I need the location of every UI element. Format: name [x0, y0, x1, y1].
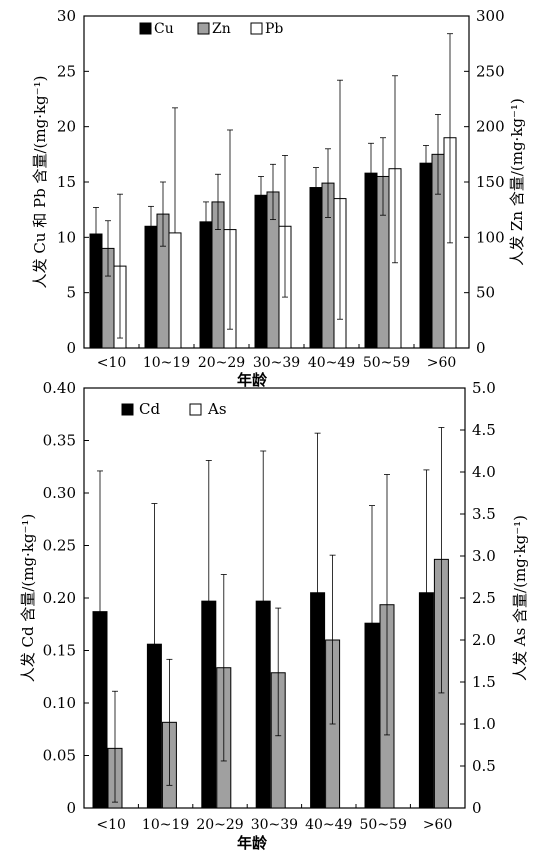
x-tick-label: 20~29	[196, 817, 243, 833]
legend-swatch-zn	[197, 22, 210, 35]
y-tick-label-left: 30	[57, 7, 76, 25]
y-tick-label-right: 250	[476, 62, 505, 80]
legend-label-as: As	[207, 400, 227, 418]
x-tick-label: 10~19	[142, 817, 189, 833]
y-tick-label-right: 3.5	[472, 505, 496, 523]
x-tick-label: 40~49	[305, 817, 352, 833]
bottom-y-axis-label-right: 人发 As 含量/(mg·kg⁻¹)	[511, 515, 529, 681]
top-legend: Cu Zn Pb	[139, 21, 283, 37]
y-tick-label-right: 0	[472, 799, 482, 817]
y-tick-label-left: 0.10	[43, 694, 76, 712]
y-tick-label-right: 1.0	[472, 715, 496, 733]
x-tick-label: >60	[423, 817, 453, 833]
x-tick-label: 50~59	[360, 817, 407, 833]
x-tick-label: 50~59	[363, 355, 410, 371]
bar-cu	[309, 187, 323, 349]
legend-label-cd: Cd	[139, 400, 160, 418]
x-tick-label: 30~39	[251, 817, 298, 833]
legend-label-pb: Pb	[265, 21, 283, 37]
x-tick-label: <10	[97, 355, 127, 371]
legend-label-cu: Cu	[154, 21, 174, 37]
x-tick-label: >60	[427, 355, 457, 371]
bar-cu	[89, 233, 103, 349]
y-tick-label-right: 100	[476, 228, 505, 246]
bottom-y-axis-label-left: 人发 Cd 含量/(mg·kg⁻¹)	[19, 514, 37, 683]
y-tick-label-left: 0.40	[43, 379, 76, 397]
y-tick-label-right: 300	[476, 7, 505, 25]
y-tick-label-right: 0	[476, 339, 486, 357]
bottom-chart: 0 0.05 0.10 0.15 0.20 0.25 0.30 0.35 0.40 0 0.5 1.0…	[19, 379, 529, 852]
x-tick-label: 10~19	[143, 355, 190, 371]
y-tick-label-right: 2.0	[472, 631, 496, 649]
y-tick-label-left: 0	[66, 339, 76, 357]
x-tick-label: 40~49	[308, 355, 355, 371]
y-tick-label-right: 50	[476, 284, 495, 302]
top-x-axis-label: 年龄	[237, 371, 268, 389]
legend-swatch-cu	[139, 22, 152, 35]
legend-label-zn: Zn	[212, 21, 231, 37]
y-tick-label-left: 0.15	[43, 642, 76, 660]
y-tick-label-left: 0.05	[43, 747, 76, 765]
y-tick-label-left: 15	[57, 173, 76, 191]
y-tick-label-left: 20	[57, 118, 76, 136]
legend-swatch-pb	[250, 22, 263, 35]
y-tick-label-left: 0.30	[43, 484, 76, 502]
legend-swatch-as	[189, 403, 202, 416]
y-tick-label-right: 4.5	[472, 421, 496, 439]
y-tick-label-left: 5	[66, 284, 76, 302]
bottom-x-axis-label: 年龄	[237, 834, 268, 852]
y-tick-label-right: 3.0	[472, 547, 496, 565]
bar-pb	[168, 232, 182, 349]
y-tick-label-right: 150	[476, 173, 505, 191]
x-tick-label: 20~29	[198, 355, 245, 371]
y-tick-label-left: 0.25	[43, 537, 76, 555]
y-tick-label-right: 0.5	[472, 757, 496, 775]
bar-cu	[419, 162, 433, 349]
y-tick-label-right: 1.5	[472, 673, 496, 691]
y-tick-label-left: 0.20	[43, 589, 76, 607]
bottom-legend: Cd As	[121, 400, 227, 418]
y-tick-label-right: 5.0	[472, 379, 496, 397]
bar-cu	[254, 194, 268, 349]
legend-swatch-cd	[121, 403, 134, 416]
x-tick-label: 30~39	[253, 355, 300, 371]
y-tick-label-right: 200	[476, 118, 505, 136]
x-tick-label: <10	[96, 817, 126, 833]
top-y-axis-label-right: 人发 Zn 含量/(mg·kg⁻¹)	[508, 98, 526, 266]
y-tick-label-left: 10	[57, 228, 76, 246]
y-tick-label-left: 0	[66, 799, 76, 817]
y-tick-label-right: 4.0	[472, 463, 496, 481]
y-tick-label-left: 25	[57, 62, 76, 80]
y-tick-label-left: 0.35	[43, 432, 76, 450]
top-y-axis-label-left: 人发 Cu 和 Pb 含量/(mg·kg⁻¹)	[31, 76, 49, 289]
y-tick-label-right: 2.5	[472, 589, 496, 607]
